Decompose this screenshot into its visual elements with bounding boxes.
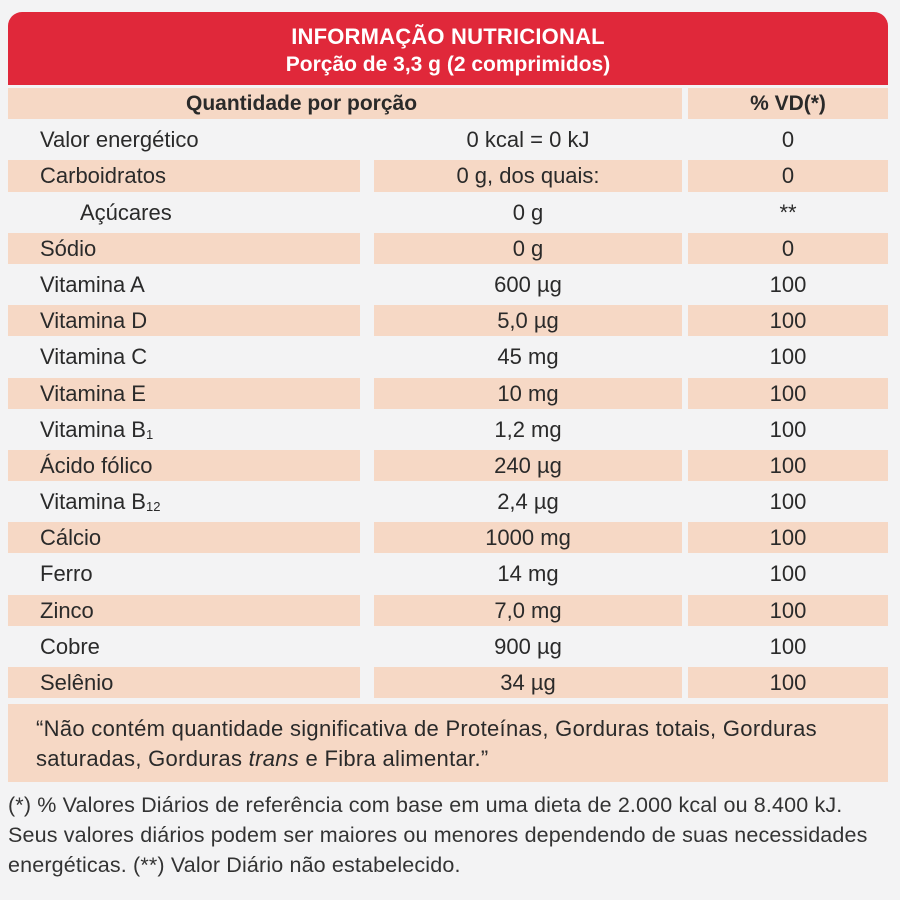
nutrient-name: Açúcares (80, 199, 172, 225)
nutrient-name: Vitamina A (40, 271, 145, 297)
nutrient-amount: 14 mg (497, 561, 559, 587)
table-row: Cálcio 1000 mg 100 (8, 519, 888, 555)
nutrient-name: Vitamina C (40, 344, 148, 370)
table-row: Açúcares 0 g ** (8, 194, 888, 230)
nutrient-name: Carboidratos (8, 160, 360, 192)
nutrient-daily-value: 100 (688, 522, 888, 554)
nutrient-daily-value: 0 (781, 127, 795, 153)
nutrient-amount: 900 µg (494, 633, 562, 659)
nutrient-daily-value: 100 (769, 344, 807, 370)
table-row: Cobre 900 µg 100 (8, 628, 888, 664)
nutrient-name: Sódio (8, 232, 360, 264)
nutrient-amount: 0 g (374, 232, 682, 264)
nutrient-amount: 0 g, dos quais: (374, 160, 682, 192)
nutrient-subscript: 1 (145, 426, 154, 442)
nutrient-name: Vitamina E (8, 377, 360, 409)
nutrient-name: Vitamina B1 (40, 416, 154, 442)
header-amount-per-serving: Quantidade por porção (8, 88, 682, 120)
nutrient-subscript: 12 (145, 499, 161, 515)
nutrient-name: Selênio (8, 667, 360, 699)
nutrient-amount: 1,2 mg (494, 416, 562, 442)
table-row: Vitamina B1 1,2 mg 100 (8, 411, 888, 447)
nutrient-amount: 240 µg (374, 449, 682, 482)
nutrition-table: Quantidade por porção % VD(*) Valor ener… (8, 85, 888, 700)
table-row: Carboidratos 0 g, dos quais: 0 (8, 157, 888, 193)
table-row: Ácido fólico 240 µg 100 (8, 447, 888, 483)
nutrient-name: Ferro (40, 561, 93, 587)
nutrient-amount: 5,0 µg (374, 305, 682, 337)
table-row: Ferro 14 mg 100 (8, 555, 888, 591)
nutrient-amount: 34 µg (374, 667, 682, 699)
nutrition-facts-panel: INFORMAÇÃO NUTRICIONAL Porção de 3,3 g (… (8, 12, 888, 782)
table-row: Vitamina B12 2,4 µg 100 (8, 483, 888, 519)
nutrient-name: Cálcio (8, 522, 360, 554)
nutrient-name: Valor energético (40, 127, 199, 153)
table-row: Zinco 7,0 mg 100 (8, 592, 888, 628)
nutrient-amount: 7,0 mg (374, 594, 682, 626)
nutrient-daily-value: 100 (688, 667, 888, 699)
nutrient-amount: 0 g (512, 199, 544, 225)
nutrient-name: Ácido fólico (8, 449, 360, 482)
table-row: Vitamina A 600 µg 100 (8, 266, 888, 302)
nutrient-daily-value: 0 (688, 160, 888, 192)
nutrient-amount: 45 mg (497, 344, 559, 370)
footnote: (*) % Valores Diários de referência com … (8, 793, 868, 877)
serving-size: Porção de 3,3 g (2 comprimidos) (285, 53, 611, 76)
nutrient-daily-value: 100 (769, 271, 807, 297)
trans-italic: trans (248, 746, 300, 771)
header-daily-value: % VD(*) (688, 88, 888, 120)
nutrient-daily-value: 100 (688, 305, 888, 337)
nutrient-amount: 0 kcal = 0 kJ (466, 127, 590, 153)
nutrient-amount: 1000 mg (374, 522, 682, 554)
nutrient-daily-value: 100 (688, 594, 888, 626)
nutrient-name: Vitamina D (8, 305, 360, 337)
nutrient-daily-value: ** (779, 199, 797, 225)
table-header-row: Quantidade por porção % VD(*) (8, 85, 888, 121)
nutrient-name: Zinco (8, 594, 360, 626)
nutrient-daily-value: 100 (769, 633, 807, 659)
nutrition-header: INFORMAÇÃO NUTRICIONAL Porção de 3,3 g (… (8, 12, 888, 85)
nutrient-amount: 2,4 µg (497, 489, 559, 515)
nutrition-title: INFORMAÇÃO NUTRICIONAL (291, 24, 605, 49)
nutrient-daily-value: 100 (688, 377, 888, 409)
table-row: Vitamina E 10 mg 100 (8, 375, 888, 411)
nutrient-daily-value: 100 (769, 561, 807, 587)
nutrient-amount: 600 µg (494, 271, 562, 297)
nutrient-daily-value: 0 (688, 232, 888, 264)
nutrient-name: Vitamina B12 (40, 489, 161, 515)
table-row: Vitamina C 45 mg 100 (8, 338, 888, 374)
nutrient-daily-value: 100 (769, 416, 807, 442)
nutrient-daily-value: 100 (769, 489, 807, 515)
table-row: Selênio 34 µg 100 (8, 664, 888, 700)
nutrient-daily-value: 100 (688, 449, 888, 482)
nutrient-amount: 10 mg (374, 377, 682, 409)
significant-amount-note: “Não contém quantidade significativa de … (8, 704, 888, 782)
table-row: Valor energético 0 kcal = 0 kJ 0 (8, 121, 888, 157)
nutrient-name: Cobre (40, 633, 100, 659)
table-row: Vitamina D 5,0 µg 100 (8, 302, 888, 338)
